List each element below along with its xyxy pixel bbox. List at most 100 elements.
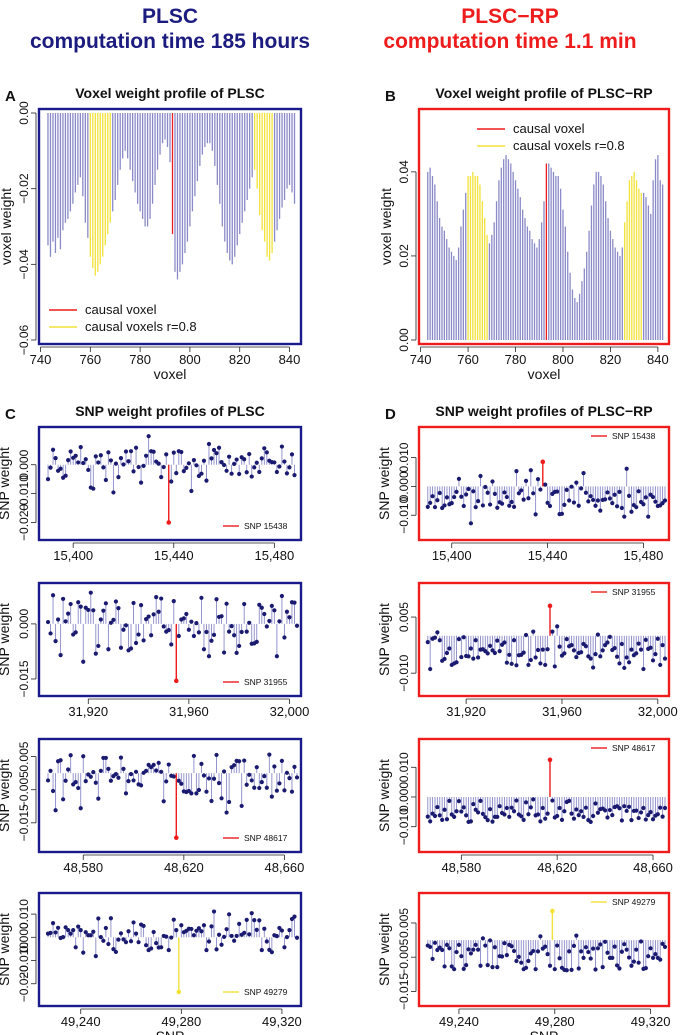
data-point: [605, 640, 610, 645]
data-point: [559, 511, 565, 516]
data-point: [78, 604, 83, 609]
data-point: [605, 815, 610, 820]
chart-title: Voxel weight profile of PLSC−RP: [435, 85, 652, 101]
y-axis-label: SNP weight: [0, 603, 12, 676]
data-point: [452, 967, 457, 972]
data-point: [528, 805, 533, 810]
data-point: [244, 917, 249, 922]
data-point: [432, 813, 438, 819]
chart-title: SNP weight profiles of PLSC: [75, 403, 265, 419]
data-point: [591, 665, 596, 670]
data-point: [550, 798, 555, 803]
data-point: [490, 819, 495, 824]
data-point: [521, 497, 526, 502]
data-point: [73, 779, 78, 785]
data-point: [204, 478, 209, 483]
data-point: [181, 468, 186, 474]
data-point: [108, 778, 114, 783]
data-point: [189, 488, 194, 494]
data-point: [547, 963, 553, 968]
data-point: [626, 493, 632, 499]
data-point: [189, 791, 194, 796]
data-point: [53, 930, 58, 935]
data-point: [247, 932, 252, 937]
legend-label: SNP 31955: [612, 587, 656, 597]
data-point: [636, 960, 641, 965]
data-point: [269, 794, 274, 799]
data-point: [96, 796, 101, 801]
data-point: [176, 633, 181, 639]
y-axis-label: voxel weight: [0, 188, 14, 265]
data-point: [287, 776, 292, 781]
data-point: [91, 608, 96, 613]
data-point: [531, 797, 536, 802]
data-point: [485, 651, 490, 656]
data-point: [141, 463, 146, 468]
data-point: [211, 447, 217, 453]
data-point: [169, 479, 174, 484]
data-point: [284, 770, 290, 775]
data-point: [88, 774, 93, 779]
data-point: [471, 489, 476, 494]
data-point: [547, 503, 553, 509]
highlight-point: [173, 835, 179, 841]
data-point: [641, 502, 646, 507]
data-point: [444, 650, 450, 656]
data-point: [622, 514, 627, 519]
y-tick-label: 0.005: [397, 908, 411, 938]
data-point: [502, 640, 507, 645]
data-point: [86, 467, 91, 473]
data-point: [559, 817, 565, 822]
data-point: [144, 768, 149, 773]
data-point: [164, 452, 169, 457]
data-point: [93, 651, 98, 656]
y-tick-label: 0.000: [17, 609, 31, 639]
legend-label: SNP 48617: [612, 743, 656, 753]
data-point: [211, 776, 217, 781]
data-point: [131, 778, 136, 783]
x-tick-label: 49,240: [61, 1014, 101, 1029]
y-tick-label: 0.00: [397, 328, 411, 352]
data-point: [284, 934, 290, 940]
header-rp-method: PLSC−RP: [461, 5, 559, 28]
data-point: [133, 640, 139, 646]
data-point: [138, 603, 144, 608]
data-point: [189, 926, 194, 932]
data-point: [555, 943, 560, 948]
x-tick-label: 31,920: [68, 704, 108, 719]
data-point: [459, 494, 464, 499]
data-point: [277, 619, 282, 624]
data-point: [638, 810, 644, 815]
data-point: [432, 505, 438, 510]
data-point: [247, 620, 252, 625]
data-point: [144, 453, 149, 458]
y-tick-label: 0.000: [17, 922, 31, 952]
data-point: [658, 957, 663, 962]
data-point: [113, 599, 119, 604]
data-point: [452, 814, 457, 819]
data-point: [447, 946, 452, 951]
data-point: [614, 654, 620, 659]
data-point: [487, 938, 493, 943]
data-point: [646, 813, 651, 818]
data-point: [516, 954, 521, 959]
data-point: [550, 629, 555, 634]
x-tick-label: 820: [229, 352, 251, 367]
plot-frame: [37, 581, 303, 698]
data-point: [58, 758, 63, 763]
y-tick-label: 0.010: [17, 899, 31, 929]
data-point: [191, 633, 196, 639]
data-point: [631, 959, 636, 964]
data-point: [166, 947, 171, 953]
x-tick-label: 31,960: [542, 704, 582, 719]
data-point: [452, 494, 457, 500]
highlight-point: [550, 908, 555, 914]
data-point: [598, 508, 603, 513]
x-tick-label: 48,620: [537, 860, 577, 875]
data-point: [579, 486, 584, 491]
data-point: [229, 471, 234, 476]
data-point: [257, 469, 262, 475]
data-point: [149, 633, 154, 638]
data-point: [454, 660, 459, 665]
data-point: [169, 935, 174, 940]
